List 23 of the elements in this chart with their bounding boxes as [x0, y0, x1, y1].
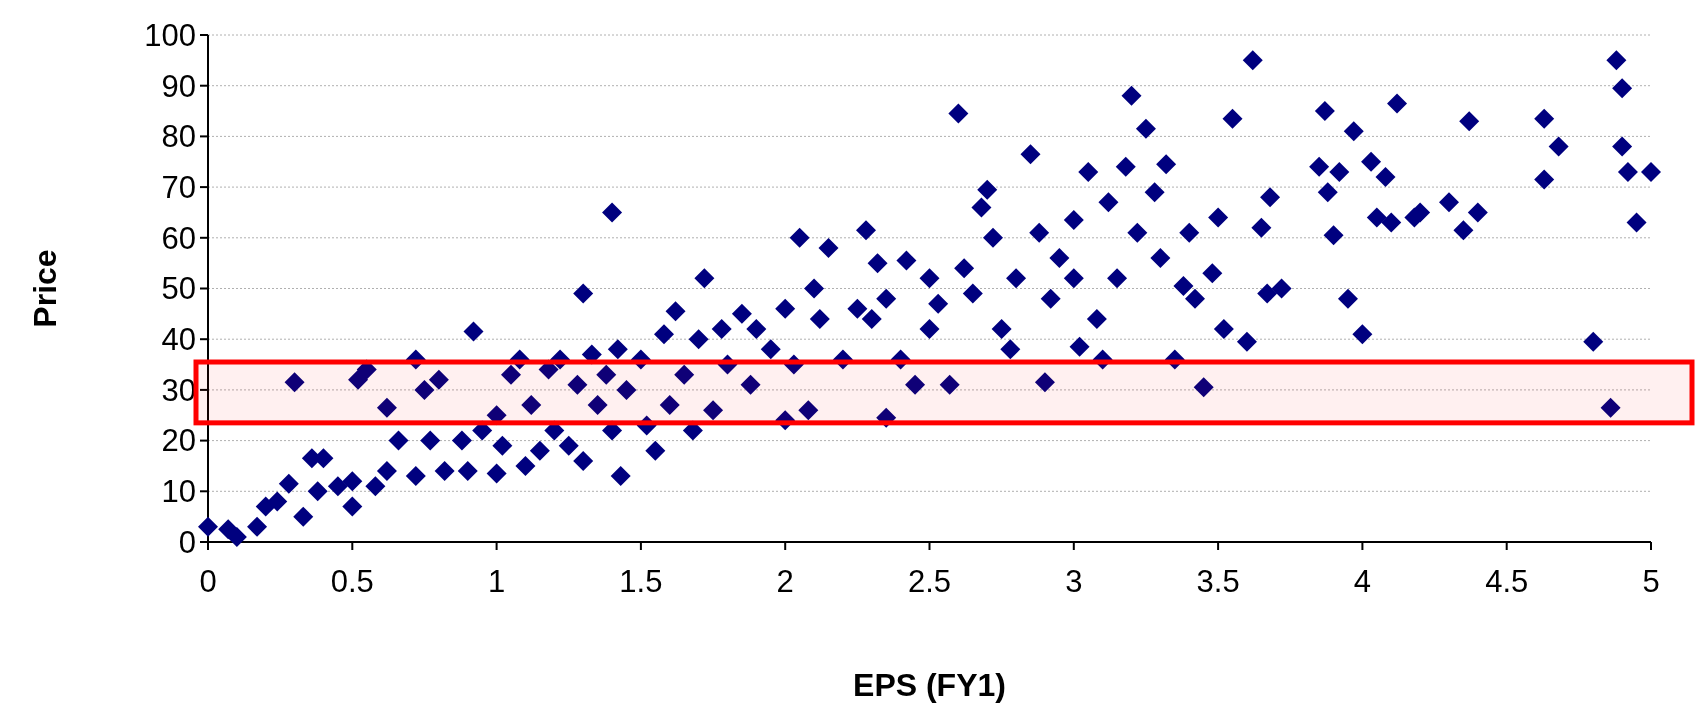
- x-axis-title: EPS (FY1): [853, 667, 1006, 703]
- x-tick-label: 4.5: [1485, 564, 1529, 599]
- y-tick-label: 70: [161, 169, 196, 205]
- x-tick-label: 1: [487, 564, 506, 599]
- x-tick-label: 0.5: [330, 564, 374, 599]
- y-tick-label: 40: [161, 322, 196, 358]
- y-tick-label: 80: [161, 119, 196, 155]
- y-axis-title: Price: [27, 249, 63, 328]
- y-tick-label: 0: [178, 524, 196, 560]
- y-tick-label: 30: [161, 372, 196, 408]
- x-tick-label: 1.5: [619, 564, 663, 599]
- x-tick-label: 4: [1353, 564, 1372, 599]
- x-tick-label: 2: [776, 564, 794, 599]
- y-tick-label: 20: [161, 423, 196, 459]
- x-tick-label: 3.5: [1196, 564, 1240, 599]
- x-tick-label: 5: [1642, 564, 1660, 599]
- y-tick-label: 100: [144, 17, 196, 53]
- x-tick-label: 2.5: [907, 564, 952, 599]
- x-tick-label: 3: [1065, 564, 1083, 599]
- y-tick-label: 50: [161, 271, 196, 307]
- y-tick-label: 90: [161, 68, 196, 104]
- y-tick-label: 60: [161, 220, 196, 256]
- y-tick-label: 10: [161, 474, 196, 510]
